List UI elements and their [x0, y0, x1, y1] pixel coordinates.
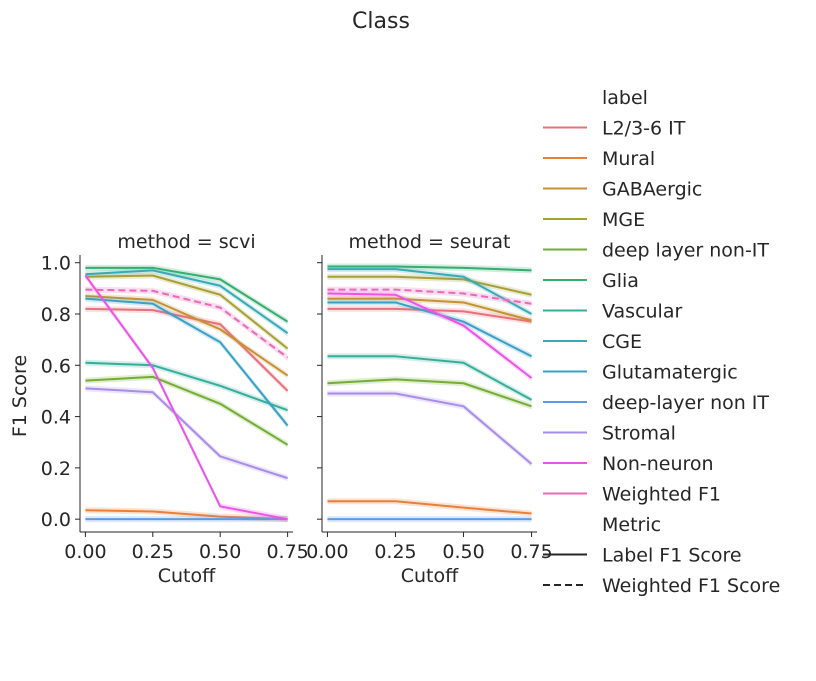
series-band-weighted-f1 [327, 286, 532, 307]
panel-method-scvi: method = scvi 0.0 0.2 0.4 0.6 0.8 1.0 0.00 0.25 0… [41, 231, 309, 587]
series-line-mge [327, 275, 532, 296]
legend-label: Label F1 Score [602, 545, 742, 567]
series-line-weighted-f1 [327, 288, 532, 305]
legend-label: Non-neuron [602, 453, 714, 475]
series-line-glia [85, 266, 289, 323]
legend-item-vascular: Vascular [543, 301, 682, 323]
panel-title: method = scvi [117, 231, 255, 253]
series-line-stromal [327, 392, 533, 465]
legend-label: deep-layer non IT [602, 392, 769, 414]
facet-panels: method = scvi 0.0 0.2 0.4 0.6 0.8 1.0 0.00 0.25 0… [41, 231, 553, 587]
y-tick-label: 1.0 [41, 253, 71, 275]
series-line-gabaergic [85, 295, 289, 377]
legend-label: Weighted F1 Score [602, 575, 780, 597]
series-band-vascular [85, 359, 288, 414]
y-tick-label: 0.2 [41, 458, 71, 480]
legend-item-mural: Mural [543, 148, 655, 170]
series-line-gabaergic [327, 297, 532, 322]
series-line-glutamatergic [327, 301, 533, 358]
legend-item-deep-layer-non-it: deep-layer non IT [543, 392, 769, 414]
legend-label: Vascular [602, 301, 682, 323]
x-tick-label: 0.75 [266, 541, 308, 563]
y-tick-label: 0.0 [41, 509, 71, 531]
legend-item-weighted-f1: Weighted F1 [543, 484, 721, 506]
x-tick-label: 0.00 [306, 541, 348, 563]
series-band-mge [327, 273, 532, 298]
legend-label: MGE [602, 209, 645, 231]
y-axis-label: F1 Score [9, 355, 31, 437]
legend-item-l2-3-6-it: L2/3-6 IT [543, 118, 686, 140]
series-band-stromal [327, 390, 532, 468]
legend-label: GABAergic [602, 179, 702, 201]
legend-label: Mural [602, 148, 655, 170]
series-line-non-neuron [84, 274, 288, 521]
series-line-cge [85, 269, 289, 335]
series-line-l2-3-6-it [85, 307, 289, 392]
panel-method-seurat: method = seurat 0.00 0.25 0.50 0.75 Cutoff [306, 231, 552, 587]
legend-item-glutamatergic: Glutamatergic [543, 362, 738, 384]
legend-title-metric: Metric [602, 514, 661, 536]
legend-label: Stromal [602, 423, 676, 445]
x-axis-label: Cutoff [401, 565, 459, 587]
series-band-cge [85, 267, 288, 337]
x-tick-label: 0.75 [510, 541, 552, 563]
legend-label: Glia [602, 270, 639, 292]
series-line-mge [85, 274, 289, 350]
series-band-deep-layer-non-it [85, 373, 288, 448]
series-line-cge [327, 268, 533, 315]
legend-label: deep layer non-IT [602, 240, 769, 262]
series-line-stromal [85, 387, 288, 480]
series-line-vascular [327, 355, 533, 401]
legend-item-non-neuron: Non-neuron [543, 453, 714, 475]
series-band-weighted-f1 [85, 286, 288, 361]
panel-title: method = seurat [349, 231, 511, 253]
x-tick-label: 0.50 [199, 541, 241, 563]
legend-label: L2/3-6 IT [602, 118, 686, 140]
legend-item-deep-layer-non-it: deep layer non-IT [543, 240, 769, 262]
series-band-l2-3-6-it [327, 305, 532, 325]
x-tick-label: 0.50 [442, 541, 484, 563]
legend-item-gabaergic: GABAergic [543, 179, 702, 201]
legend-label: CGE [602, 331, 642, 353]
series-band-non-neuron [327, 290, 532, 382]
x-tick-label: 0.25 [374, 541, 416, 563]
legend-item-label-f1-score: Label F1 Score [543, 545, 742, 567]
y-tick-label: 0.4 [41, 407, 71, 429]
series-line-deep-layer-non-it [327, 378, 532, 408]
series-line-vascular [85, 361, 288, 412]
legend-item-cge: CGE [543, 331, 642, 353]
series-band-mural [327, 498, 532, 517]
legend-item-mge: MGE [543, 209, 645, 231]
series-line-weighted-f1 [85, 288, 289, 359]
legend: label L2/3-6 IT Mural GABAergic MGE deep laye… [543, 87, 780, 597]
x-tick-label: 0.25 [132, 541, 174, 563]
y-tick-label: 0.8 [41, 304, 71, 326]
series-line-mural [327, 500, 532, 515]
legend-label: Glutamatergic [602, 362, 738, 384]
legend-item-stromal: Stromal [543, 423, 676, 445]
x-axis-label: Cutoff [158, 565, 216, 587]
x-tick-label: 0.00 [64, 541, 106, 563]
legend-title-label: label [602, 87, 648, 109]
series-line-deep-layer-non-it [85, 375, 289, 446]
y-tick-label: 0.6 [41, 355, 71, 377]
chart-title: Class [352, 9, 410, 34]
series-line-non-neuron [327, 292, 533, 379]
series-line-mural [85, 509, 288, 521]
series-line-glutamatergic [85, 297, 289, 427]
series-band-glia [85, 264, 288, 325]
legend-item-glia: Glia [543, 270, 639, 292]
legend-label: Weighted F1 [602, 484, 721, 506]
legend-item-weighted-f1-score: Weighted F1 Score [543, 575, 780, 597]
series-line-glia [327, 265, 532, 272]
